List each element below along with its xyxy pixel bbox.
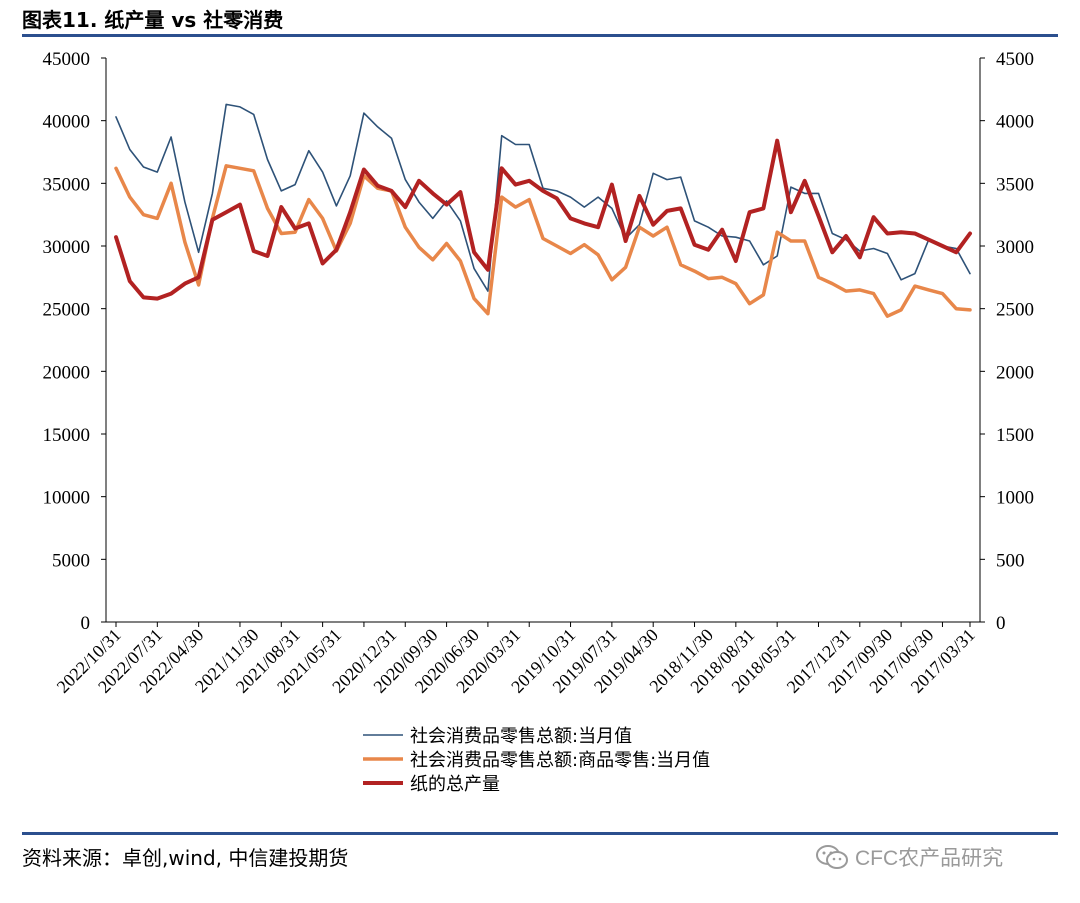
y-left-tick-label: 45000 [43,49,91,70]
chart: 0500010000150002000025000300003500040000… [43,49,1035,795]
legend-label-2: 社会消费品零售总额:商品零售:当月值 [410,750,710,771]
y-right-tick-label: 3500 [996,174,1034,195]
y-right-tick-label: 0 [996,613,1006,634]
y-right-tick-label: 1000 [996,488,1034,509]
y-left-tick-label: 10000 [43,488,91,509]
y-left-tick-label: 30000 [43,237,91,258]
y-right-tick-label: 3000 [996,237,1034,258]
source-note: 资料来源：卓创,wind, 中信建投期货 [22,846,349,870]
y-left-tick-label: 20000 [43,362,91,383]
page-title: 图表11. 纸产量 vs 社零消费 [22,8,284,32]
y-left-tick-label: 25000 [43,300,91,321]
series-line-1 [115,103,971,292]
y-right-tick-label: 4500 [996,49,1034,70]
axes: 0500010000150002000025000300003500040000… [43,49,1035,697]
y-right-tick-label: 4000 [996,112,1034,133]
legend-label-3: 纸的总产量 [410,774,500,795]
wechat-icon [816,845,848,869]
title-divider [22,34,1058,37]
y-left-tick-label: 35000 [43,174,91,195]
y-left-tick-label: 5000 [52,550,90,571]
y-right-tick-label: 500 [996,550,1025,571]
series-line-3 [114,138,972,301]
series-layer [114,103,972,318]
y-right-tick-label: 2500 [996,300,1034,321]
footer-divider [22,832,1058,835]
legend-label-1: 社会消费品零售总额:当月值 [410,726,632,747]
series-line-2 [114,164,972,318]
y-right-tick-label: 1500 [996,425,1034,446]
y-left-tick-label: 0 [81,613,91,634]
watermark-text: CFC农产品研究 [855,847,1004,870]
y-left-tick-label: 40000 [43,112,91,133]
watermark: CFC农产品研究 [815,842,1003,872]
y-right-tick-label: 2000 [996,362,1034,383]
y-left-tick-label: 15000 [43,425,91,446]
